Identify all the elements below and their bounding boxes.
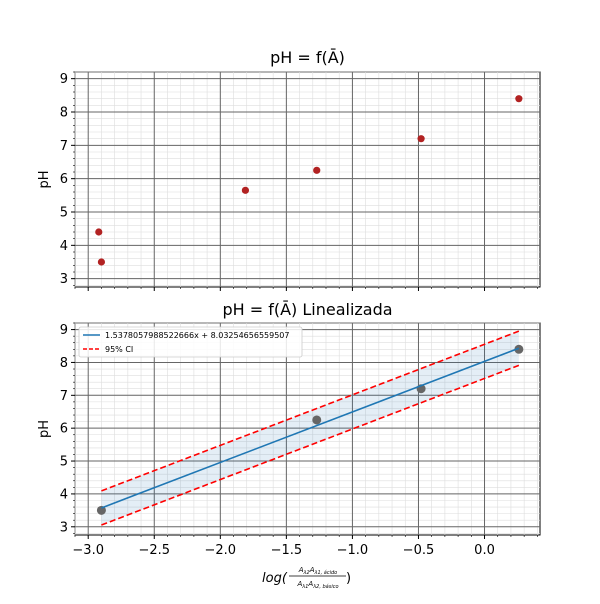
x-label-numerator: Aλ2Aλ1, ácido [298, 566, 338, 576]
legend-ci-label: 95% CI [105, 345, 133, 354]
linearized-panel: pH = f(Ā) Linealizada 3 4 5 6 7 8 9 −3.0 −2.5 −2… [37, 300, 541, 590]
y-tick-label: 9 [60, 323, 68, 338]
x-tick-label: −1.5 [271, 543, 303, 558]
fit-line [101, 347, 520, 509]
data-point [417, 135, 425, 143]
scatter-panel: pH = f(Ā) 3 4 5 6 7 8 9 pH [37, 48, 541, 291]
y-tick-label: 4 [60, 487, 68, 502]
y-axis-label: pH [37, 420, 52, 438]
y-tick-label: 6 [60, 172, 68, 187]
data-point [514, 344, 524, 354]
y-tick-label: 5 [60, 455, 68, 470]
y-tick-label: 7 [60, 389, 68, 404]
data-points [96, 344, 524, 515]
minor-grid [74, 71, 540, 287]
x-label-close: ) [346, 571, 351, 586]
y-tick-label: 3 [60, 520, 68, 535]
data-point [313, 166, 321, 174]
data-point [515, 95, 523, 103]
legend: 1.5378057988522666x + 8.03254656559507 9… [78, 326, 303, 358]
y-tick-label: 8 [60, 356, 68, 371]
y-tick-label: 6 [60, 422, 68, 437]
plot-frame [74, 71, 541, 288]
x-tick-label: −2.5 [138, 543, 170, 558]
y-tick-label: 8 [60, 106, 68, 121]
chart-title: pH = f(Ā) [270, 48, 345, 67]
data-point [312, 415, 322, 425]
x-axis-label: log( Aλ2Aλ1, ácido Aλ1Aλ2, básico ) [262, 566, 351, 590]
chart-title: pH = f(Ā) Linealizada [222, 300, 392, 319]
y-tick-label: 3 [60, 272, 68, 287]
x-ticks [74, 287, 538, 291]
y-tick-label: 5 [60, 206, 68, 221]
major-grid [75, 72, 540, 287]
ci-lower-line [101, 364, 520, 526]
x-tick-label: −1.0 [337, 543, 369, 558]
x-tick-label: −2.0 [205, 543, 237, 558]
legend-fit-label: 1.5378057988522666x + 8.03254656559507 [105, 331, 289, 340]
fit-lines [101, 330, 520, 526]
ci-upper-line [101, 330, 520, 492]
x-tick-label: −0.5 [403, 543, 435, 558]
y-tick-label: 9 [60, 72, 68, 87]
y-tick-label: 4 [60, 239, 68, 254]
x-tick-label: 0.0 [474, 543, 495, 558]
y-axis-label: pH [37, 170, 52, 188]
data-point [96, 505, 106, 515]
major-grid [75, 323, 540, 535]
data-point [97, 258, 106, 266]
x-label-denominator: Aλ1Aλ2, básico [296, 580, 338, 590]
legend-box [78, 326, 303, 358]
x-tick-label: −3.0 [72, 543, 104, 558]
y-tick-labels: 3 4 5 6 7 8 9 [60, 71, 75, 287]
data-point [241, 186, 250, 194]
data-points [95, 95, 523, 266]
y-tick-labels: 3 4 5 6 7 8 9 [60, 322, 75, 535]
y-tick-label: 7 [60, 139, 68, 154]
data-point [95, 228, 103, 236]
x-tick-labels: −3.0 −2.5 −2.0 −1.5 −1.0 −0.5 0.0 [72, 535, 538, 558]
x-label-log: log( [262, 571, 288, 586]
